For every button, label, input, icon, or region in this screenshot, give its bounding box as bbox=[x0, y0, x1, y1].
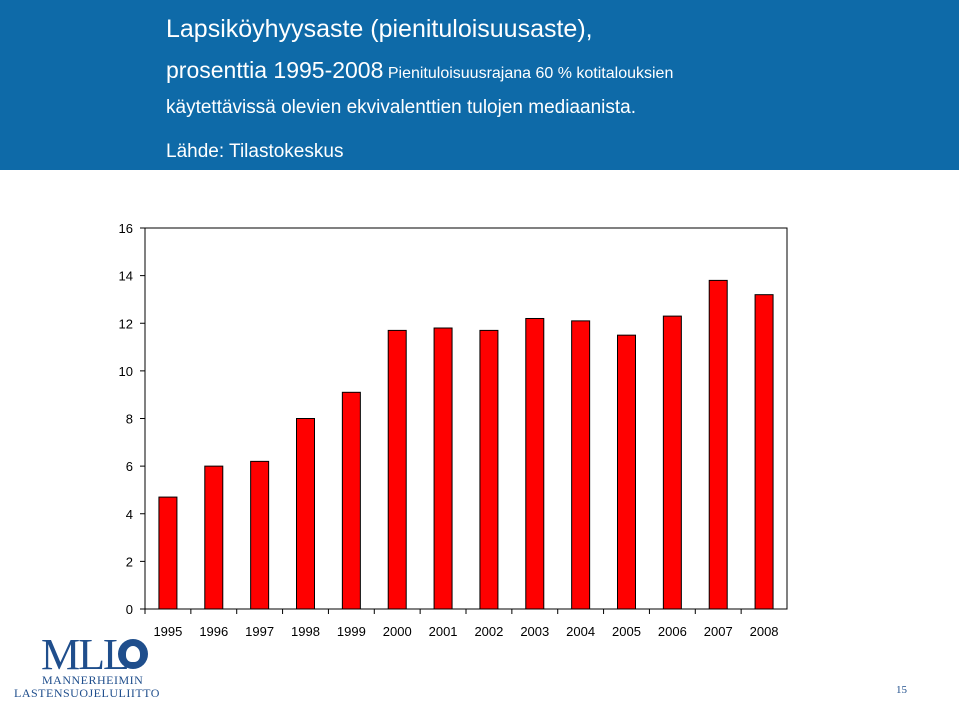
plot-area bbox=[144, 227, 788, 610]
bar bbox=[479, 329, 499, 610]
mll-logo: MLL MANNERHEIMIN LASTENSUOJELULIITTO bbox=[14, 630, 159, 701]
bar bbox=[158, 496, 178, 610]
x-tick-label: 2000 bbox=[383, 624, 412, 639]
y-tick-label: 16 bbox=[119, 221, 133, 236]
x-tick-label: 2005 bbox=[612, 624, 641, 639]
logo-text-line1: MANNERHEIMIN bbox=[42, 673, 144, 687]
x-tick-label: 2007 bbox=[704, 624, 733, 639]
page-number: 15 bbox=[896, 684, 907, 696]
y-tick-label: 14 bbox=[119, 269, 133, 284]
bar bbox=[341, 391, 361, 610]
bar bbox=[617, 334, 636, 610]
y-tick-label: 2 bbox=[126, 554, 133, 569]
chart-source: Lähde: Tilastokeskus bbox=[166, 141, 344, 162]
bar bbox=[571, 320, 591, 610]
bar bbox=[708, 279, 728, 610]
x-tick-label: 1999 bbox=[337, 624, 366, 639]
x-tick-label: 1997 bbox=[245, 624, 274, 639]
x-tick-label: 1996 bbox=[199, 624, 228, 639]
header-banner: Lapsiköyhyysaste (pienituloisuusaste), p… bbox=[0, 0, 959, 170]
bar bbox=[204, 465, 224, 610]
x-tick-label: 2004 bbox=[566, 624, 595, 639]
x-tick-label: 2003 bbox=[520, 624, 549, 639]
chart-subtitle: käytettävissä olevien ekvivalenttien tul… bbox=[166, 97, 636, 118]
chart-title: Lapsiköyhyysaste (pienituloisuusaste), bbox=[166, 15, 593, 43]
y-tick-label: 10 bbox=[119, 364, 133, 379]
x-tick-label: 1995 bbox=[153, 624, 182, 639]
bar bbox=[296, 418, 315, 610]
title-note: Pienituloisuusrajana 60 % kotitalouksien bbox=[387, 65, 674, 82]
seal-icon bbox=[118, 639, 148, 669]
bar bbox=[525, 317, 545, 610]
x-tick-label: 2006 bbox=[658, 624, 687, 639]
logo-mark: MLL bbox=[41, 630, 130, 679]
x-tick-label: 2002 bbox=[474, 624, 503, 639]
logo-text-line2: LASTENSUOJELULIITTO bbox=[14, 686, 160, 700]
y-tick-label: 6 bbox=[126, 459, 133, 474]
y-tick-label: 8 bbox=[126, 412, 133, 427]
bar bbox=[250, 460, 270, 610]
bar bbox=[387, 329, 407, 610]
bar bbox=[754, 294, 774, 610]
y-tick-label: 0 bbox=[126, 602, 133, 617]
x-tick-label: 2008 bbox=[750, 624, 779, 639]
title-years: prosenttia 1995-2008 bbox=[166, 57, 384, 83]
y-tick-label: 12 bbox=[119, 316, 133, 331]
chart-title-line2: prosenttia 1995-2008 Pienituloisuusrajan… bbox=[166, 57, 673, 84]
y-tick-label: 4 bbox=[126, 507, 133, 522]
x-tick-label: 1998 bbox=[291, 624, 320, 639]
bar bbox=[662, 315, 682, 610]
bar bbox=[433, 327, 453, 610]
x-tick-label: 2001 bbox=[429, 624, 458, 639]
